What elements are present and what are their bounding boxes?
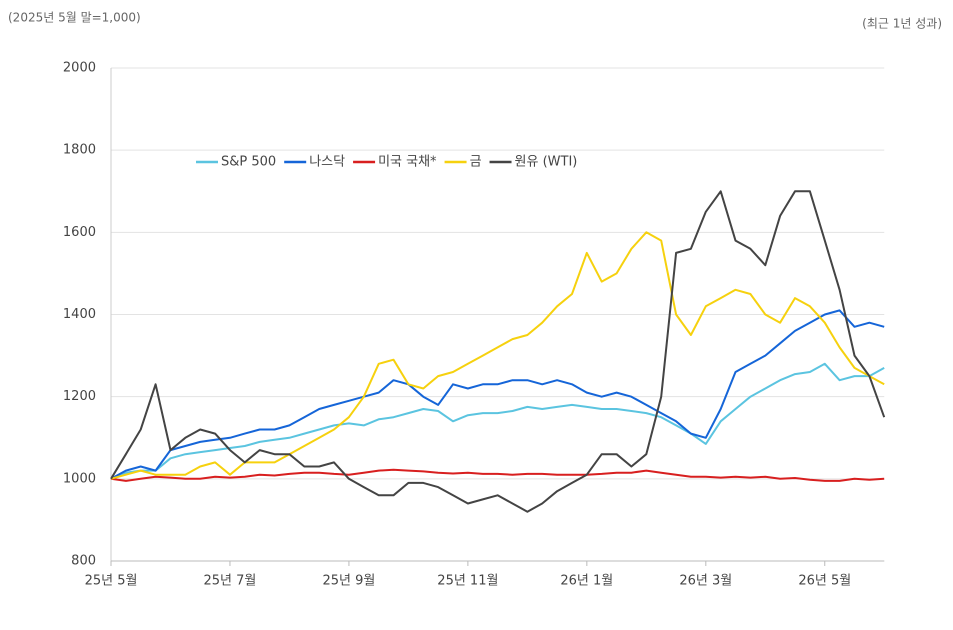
legend-label: 원유 (WTI) [515, 155, 578, 170]
x-tick-label: 26년 1월 [560, 574, 613, 589]
y-tick-label: 1000 [63, 471, 96, 486]
y-tick-label: 1800 [63, 143, 96, 158]
legend-label: 나스닥 [309, 155, 345, 170]
x-tick-label: 26년 5월 [798, 574, 851, 589]
y-tick-label: 1400 [63, 307, 96, 322]
series-line [110, 362, 885, 480]
x-tick-label: 25년 5월 [85, 574, 138, 589]
x-tick-label: 25년 9월 [322, 574, 375, 589]
y-tick-label: 800 [71, 554, 96, 569]
series-line [110, 468, 885, 482]
legend-label: 금 [470, 155, 482, 170]
x-tick-label: 26년 3월 [679, 574, 732, 589]
y-tick-label: 1200 [63, 389, 96, 404]
chart-subtitle: (2025년 5월 말=1,000) [8, 11, 141, 25]
y-tick-label: 2000 [63, 61, 96, 76]
x-tick-label: 25년 7월 [204, 574, 257, 589]
series-line [110, 190, 886, 513]
legend-label: S&P 500 [221, 155, 276, 170]
y-tick-label: 1600 [63, 225, 96, 240]
legend-label: 미국 국채* [378, 155, 437, 170]
series-line [110, 231, 885, 480]
annotation: (최근 1년 성과) [862, 17, 942, 31]
x-tick-label: 25년 11월 [437, 574, 498, 589]
series-line [110, 309, 885, 480]
